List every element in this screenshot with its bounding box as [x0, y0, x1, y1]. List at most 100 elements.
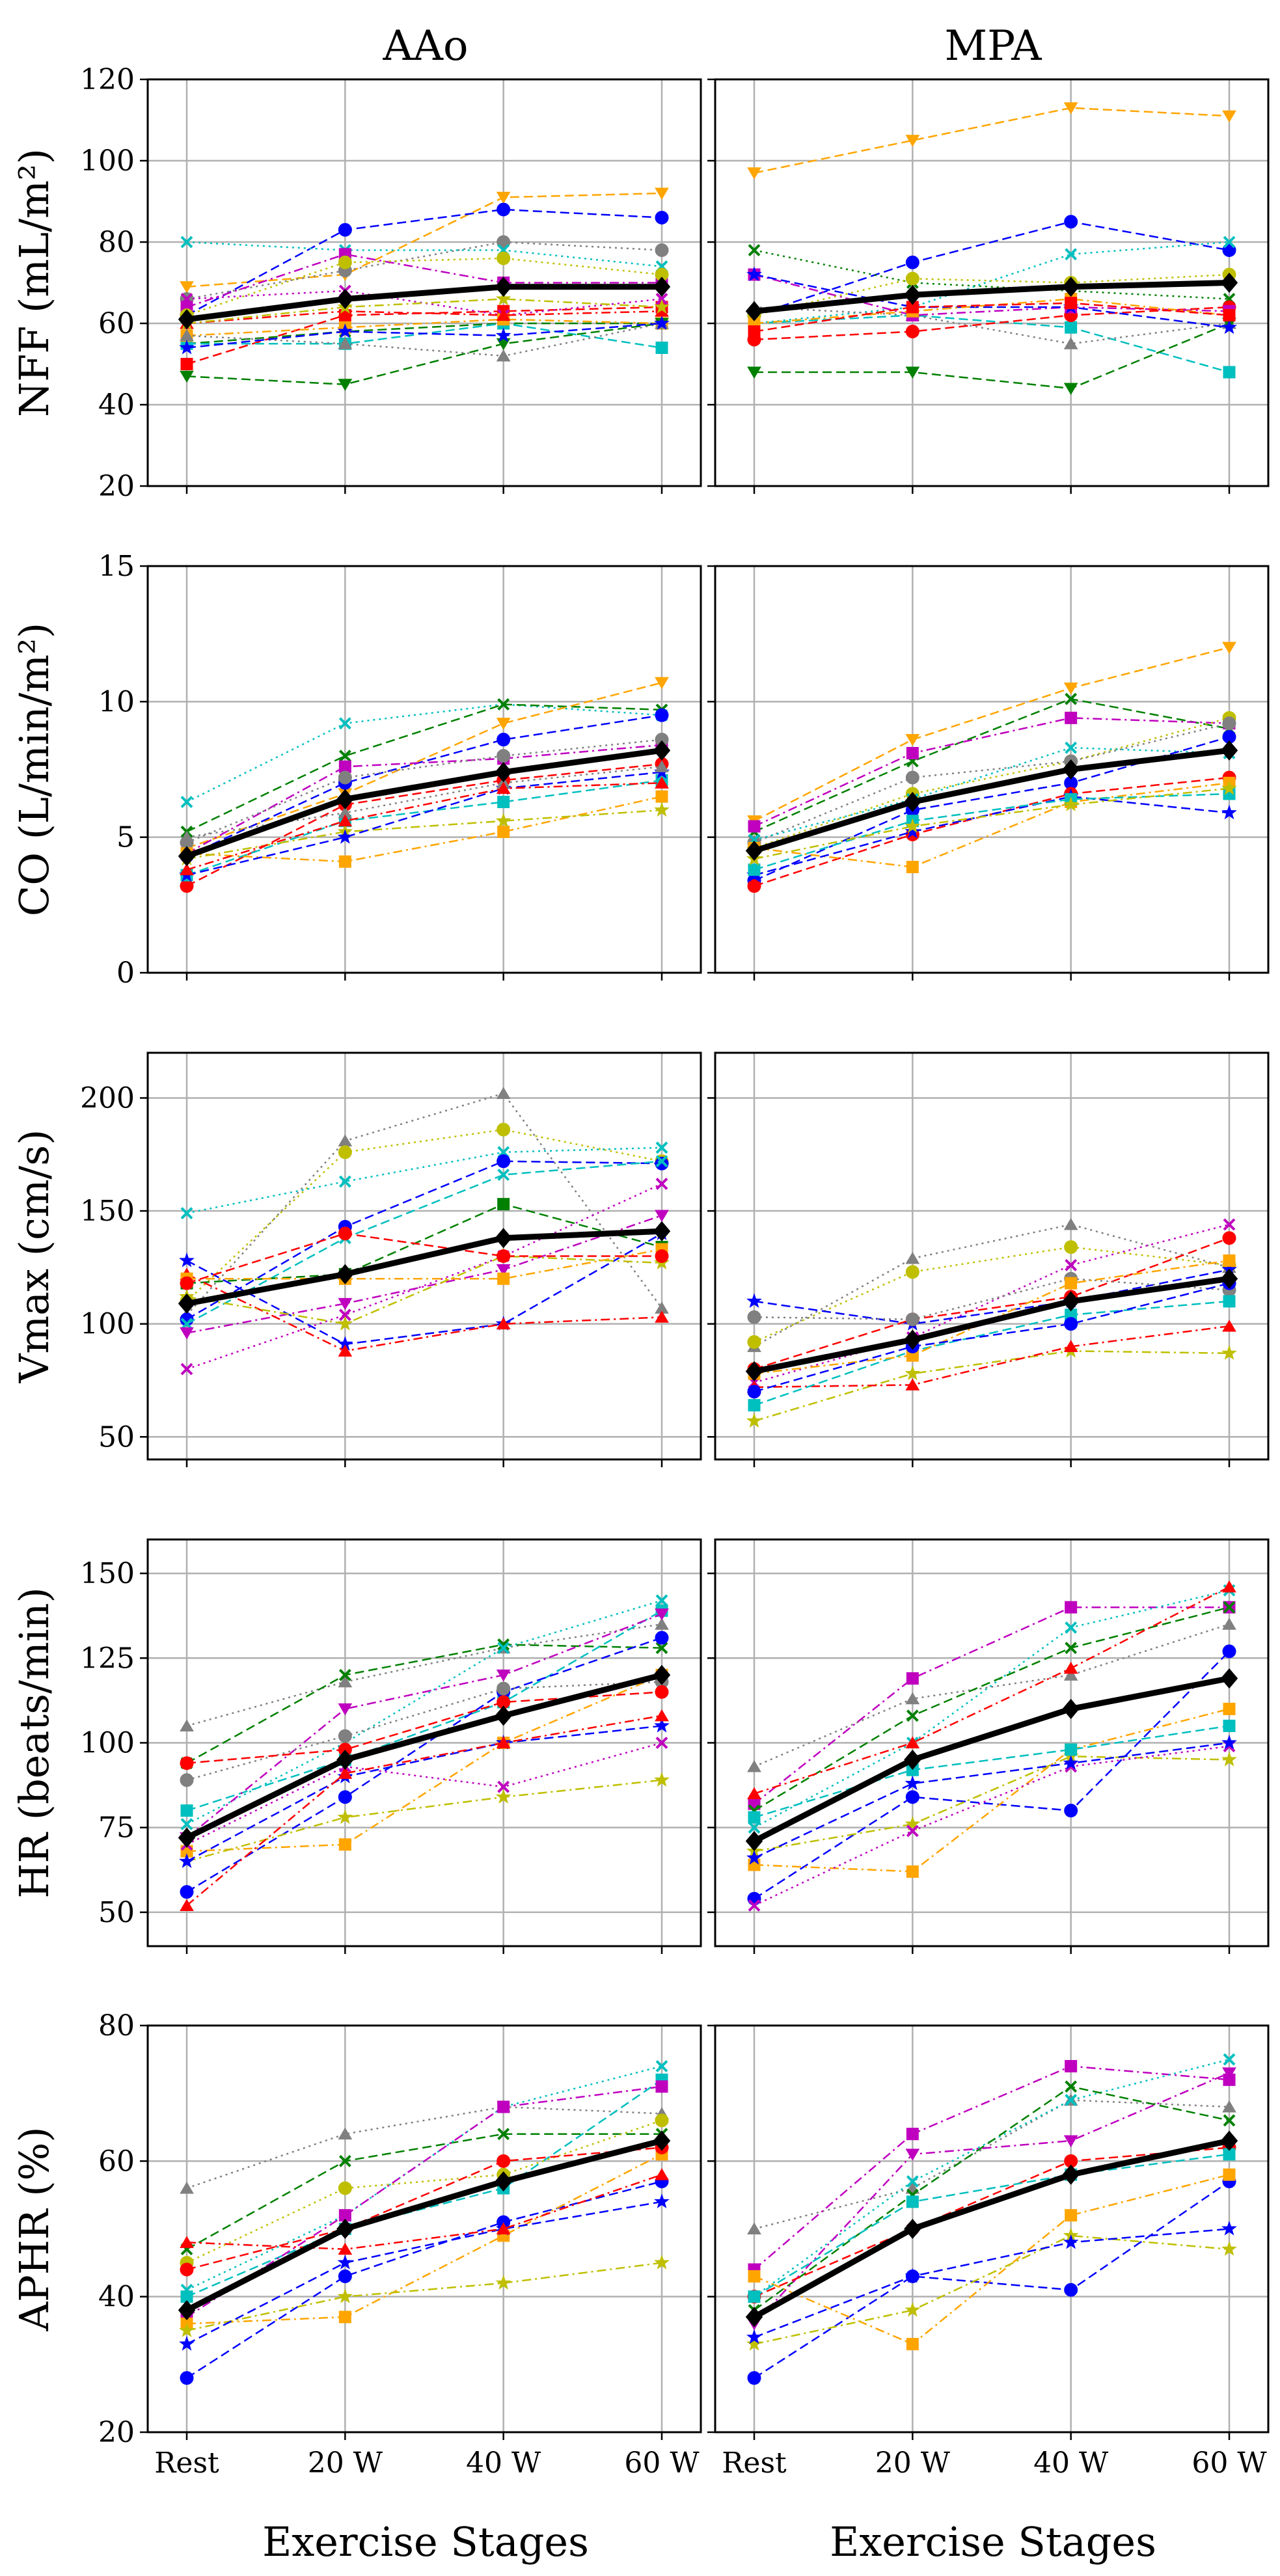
point-60-w: [654, 1718, 670, 1733]
series-mean: [745, 272, 1238, 321]
point-20-w: [338, 1790, 352, 1804]
series-mean: [178, 740, 671, 867]
series-line: [754, 273, 1230, 329]
point-40-w: [1065, 1601, 1078, 1614]
point-rest: [748, 244, 761, 256]
point-20-w: [906, 2175, 919, 2188]
point-40-w: [496, 308, 511, 321]
point-60-w: [653, 1221, 671, 1241]
series-line: [754, 2234, 1230, 2345]
point-60-w: [653, 1664, 671, 1685]
series-line: [186, 208, 662, 316]
point-60-w: [1223, 309, 1236, 321]
x-tick-label: 20 W: [308, 2447, 383, 2480]
series-line: [186, 2153, 662, 2325]
y-axis-label-nff-ml-m: NFF (mL/m²): [10, 148, 58, 417]
series-5: [747, 1580, 1236, 1800]
series-mean: [178, 277, 671, 330]
point-40-w: [1064, 1317, 1078, 1331]
axes-frame: [146, 1538, 702, 1947]
point-20-w: [337, 2288, 353, 2303]
point-60-w: [655, 2080, 668, 2093]
point-60-w: [1220, 1668, 1238, 1689]
series-11: [748, 1719, 1236, 1824]
point-20-w: [337, 1809, 353, 1824]
point-rest: [180, 863, 194, 876]
series-line: [187, 1248, 662, 1280]
point-20-w: [338, 1227, 352, 1241]
point-60-w: [655, 760, 669, 772]
point-60-w: [1223, 1601, 1236, 1614]
point-20-w: [338, 717, 351, 730]
plot-area: [148, 79, 701, 486]
point-40-w: [1063, 1217, 1078, 1230]
point-60-w: [655, 790, 668, 803]
mean-line: [185, 747, 662, 860]
point-40-w: [1064, 1804, 1078, 1818]
series-mean: [178, 1664, 671, 1848]
point-20-w: [906, 2128, 919, 2141]
point-rest: [180, 358, 193, 370]
point-40-w: [496, 781, 511, 794]
panel-3-1: [707, 1538, 1270, 1954]
point-rest: [180, 236, 193, 249]
point-rest: [178, 2299, 196, 2321]
point-40-w: [1062, 2164, 1080, 2185]
series-line: [754, 698, 1230, 833]
point-60-w: [655, 1642, 668, 1655]
x-tick-label: 60 W: [1191, 2447, 1267, 2480]
point-rest: [179, 1853, 195, 1868]
point-60-w: [655, 243, 669, 257]
series-line: [186, 2079, 662, 2298]
series-1: [747, 642, 1236, 828]
series-line: [186, 766, 662, 838]
mean-line: [754, 280, 1230, 314]
series-11: [180, 318, 669, 391]
series-line: [186, 795, 662, 863]
series-line: [186, 1644, 662, 1764]
point-20-w: [905, 2302, 921, 2317]
x-tick-label: 60 W: [624, 2447, 700, 2480]
point-rest: [180, 1276, 194, 1290]
point-20-w: [904, 2218, 921, 2240]
series-6: [180, 1631, 669, 1899]
series-line: [754, 795, 1230, 876]
plot-area: [715, 2026, 1268, 2432]
point-rest: [180, 1804, 193, 1817]
series-line: [186, 1725, 662, 1862]
point-20-w: [905, 325, 919, 338]
point-60-w: [1222, 2067, 1236, 2080]
y-tick-label: 120: [80, 63, 135, 96]
point-20-w: [338, 1703, 353, 1716]
point-60-w: [655, 1210, 669, 1222]
point-40-w: [497, 2100, 510, 2113]
series-line: [754, 1300, 1230, 1406]
point-60-w: [1222, 642, 1236, 654]
point-60-w: [1220, 272, 1238, 293]
point-20-w: [338, 1668, 351, 1681]
point-rest: [746, 2336, 762, 2351]
series-line: [186, 1092, 663, 1316]
point-40-w: [496, 1669, 511, 1682]
point-60-w: [655, 1594, 668, 1607]
point-40-w: [497, 1642, 510, 1655]
point-rest: [180, 1899, 194, 1911]
point-40-w: [1063, 1340, 1078, 1352]
point-rest: [180, 1363, 193, 1376]
point-40-w: [497, 825, 510, 838]
point-rest: [178, 309, 196, 330]
point-20-w: [905, 1736, 920, 1748]
y-tick-label: 40: [98, 2281, 135, 2314]
point-40-w: [497, 1154, 511, 1169]
point-60-w: [1222, 1231, 1236, 1245]
series-line: [186, 322, 662, 345]
series-line: [754, 1589, 1230, 1828]
point-20-w: [906, 2195, 919, 2208]
series-line: [186, 318, 662, 337]
series-line: [186, 1146, 662, 1214]
series-line: [186, 703, 662, 833]
series-mean: [745, 740, 1238, 861]
series-line: [754, 717, 1230, 849]
point-60-w: [654, 299, 670, 314]
point-40-w: [497, 1198, 510, 1211]
